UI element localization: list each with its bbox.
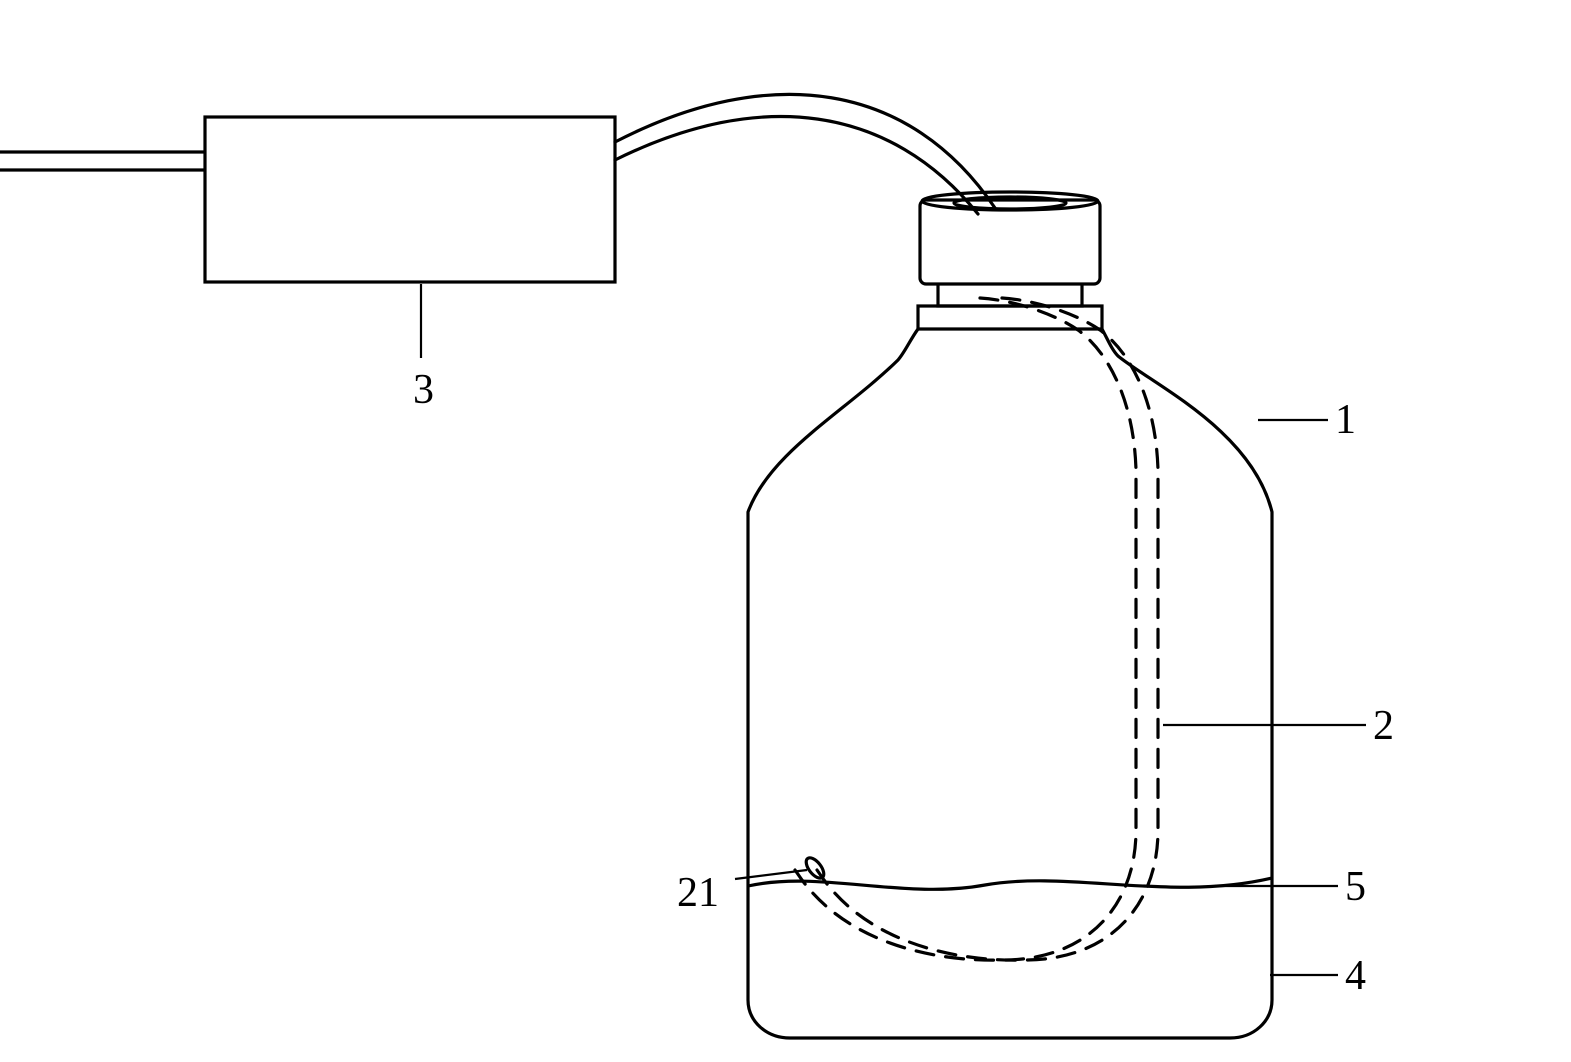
bottle-outline: [748, 329, 1272, 1038]
label-2-tube: 2: [1373, 705, 1394, 747]
inner-tube-dash-a: [817, 298, 1158, 960]
label-3-pump: 3: [413, 369, 434, 411]
inner-tube-dash-b: [795, 298, 1136, 960]
label-5-liquid-surf: 5: [1345, 866, 1366, 908]
label-21-tube-end: 21: [677, 872, 719, 914]
tube-end-opening: [803, 855, 827, 881]
cap-body: [920, 200, 1100, 284]
tube-external-outer: [615, 94, 995, 208]
label-1-bottle: 1: [1335, 399, 1356, 441]
pump-box: [205, 117, 615, 282]
label-4-liquid: 4: [1345, 955, 1366, 997]
